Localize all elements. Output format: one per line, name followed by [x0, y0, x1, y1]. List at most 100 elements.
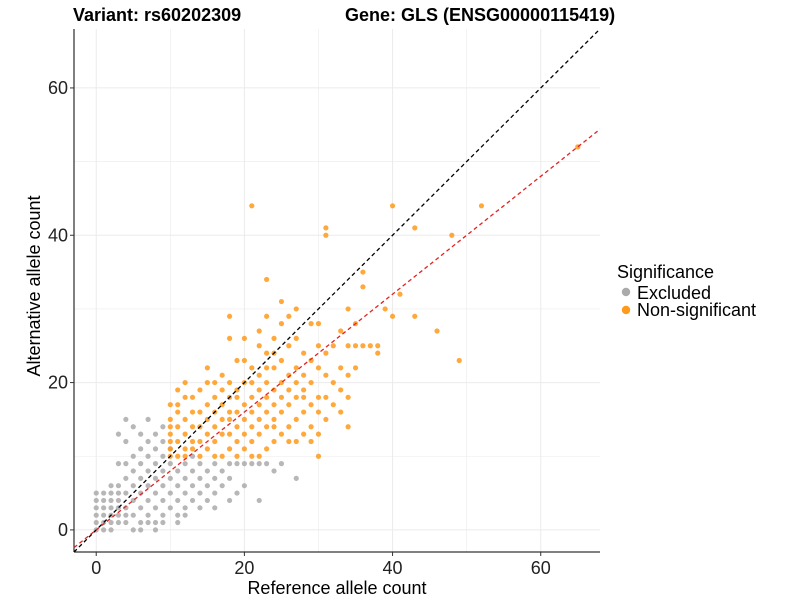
point-non-significant	[249, 409, 255, 415]
point-non-significant	[323, 394, 329, 400]
point-excluded	[189, 483, 196, 489]
point-non-significant	[397, 291, 403, 297]
axes	[73, 29, 600, 553]
point-excluded	[108, 505, 114, 511]
point-excluded	[115, 490, 122, 496]
point-non-significant	[271, 387, 277, 393]
point-non-significant	[249, 379, 255, 386]
point-excluded	[219, 483, 225, 489]
point-excluded	[241, 483, 247, 489]
point-non-significant	[271, 416, 277, 423]
point-non-significant	[286, 438, 292, 445]
point-non-significant	[204, 379, 210, 386]
point-non-significant	[286, 387, 292, 393]
point-non-significant	[323, 372, 329, 378]
point-non-significant	[197, 453, 203, 459]
point-non-significant	[219, 372, 225, 378]
point-non-significant	[315, 365, 322, 371]
point-non-significant	[308, 438, 314, 445]
point-excluded	[160, 497, 166, 504]
legend-title: Significance	[617, 262, 714, 282]
point-excluded	[138, 527, 144, 533]
x-tick-label: 40	[383, 558, 403, 578]
point-non-significant	[204, 431, 210, 437]
point-non-significant	[249, 438, 255, 445]
point-excluded	[138, 446, 144, 452]
point-non-significant	[345, 343, 351, 349]
title-variant: Variant: rs60202309	[73, 5, 241, 25]
point-non-significant	[478, 203, 485, 209]
point-excluded	[278, 461, 285, 467]
point-non-significant	[278, 298, 285, 305]
point-excluded	[160, 483, 166, 489]
point-non-significant	[375, 343, 381, 349]
point-excluded	[108, 527, 114, 533]
point-excluded	[204, 483, 210, 489]
point-excluded	[219, 468, 225, 474]
point-excluded	[93, 497, 99, 504]
point-non-significant	[204, 446, 210, 452]
point-non-significant	[182, 394, 188, 400]
point-excluded	[123, 461, 129, 467]
point-excluded	[145, 497, 151, 504]
point-non-significant	[278, 321, 285, 327]
point-non-significant	[167, 438, 173, 445]
point-excluded	[197, 490, 203, 496]
point-non-significant	[293, 306, 299, 312]
x-tick-label: 20	[234, 558, 254, 578]
point-excluded	[101, 490, 107, 496]
point-non-significant	[301, 431, 307, 437]
point-non-significant	[434, 328, 440, 334]
point-non-significant	[226, 409, 233, 415]
point-non-significant	[278, 431, 285, 437]
point-non-significant	[226, 313, 233, 319]
point-non-significant	[241, 431, 247, 437]
point-non-significant	[286, 402, 292, 408]
point-non-significant	[264, 365, 270, 371]
point-excluded	[101, 527, 107, 533]
point-non-significant	[167, 424, 173, 430]
point-non-significant	[330, 343, 336, 349]
point-excluded	[182, 475, 188, 481]
legend-label-excluded: Excluded	[637, 283, 711, 303]
point-excluded	[152, 475, 159, 481]
point-non-significant	[338, 387, 344, 393]
point-non-significant	[308, 424, 314, 430]
y-axis-title: Alternative allele count	[24, 195, 44, 376]
x-axis-title: Reference allele count	[247, 578, 426, 598]
point-non-significant	[212, 394, 218, 400]
point-non-significant	[249, 365, 255, 371]
point-non-significant	[212, 438, 218, 445]
point-non-significant	[226, 416, 233, 423]
point-excluded	[123, 490, 129, 496]
point-excluded	[123, 519, 129, 526]
point-non-significant	[315, 343, 322, 349]
point-non-significant	[219, 453, 225, 459]
point-non-significant	[345, 372, 351, 378]
point-non-significant	[241, 357, 247, 364]
point-non-significant	[256, 402, 262, 408]
point-excluded	[152, 490, 159, 496]
point-excluded	[271, 468, 277, 474]
point-excluded	[115, 483, 122, 489]
point-non-significant	[315, 394, 322, 400]
point-excluded	[138, 505, 144, 511]
point-non-significant	[412, 225, 418, 231]
point-non-significant	[293, 335, 299, 341]
point-excluded	[212, 490, 218, 496]
point-excluded	[197, 505, 203, 511]
point-excluded	[138, 490, 144, 496]
point-non-significant	[389, 203, 396, 209]
point-non-significant	[338, 365, 344, 371]
point-non-significant	[301, 350, 307, 356]
point-non-significant	[301, 394, 307, 400]
point-excluded	[249, 461, 255, 467]
point-non-significant	[212, 453, 218, 459]
point-non-significant	[330, 402, 336, 408]
point-excluded	[123, 416, 129, 423]
point-non-significant	[301, 409, 307, 415]
point-non-significant	[249, 453, 255, 459]
point-excluded	[212, 475, 218, 481]
point-excluded	[293, 475, 299, 481]
point-excluded	[93, 505, 99, 511]
